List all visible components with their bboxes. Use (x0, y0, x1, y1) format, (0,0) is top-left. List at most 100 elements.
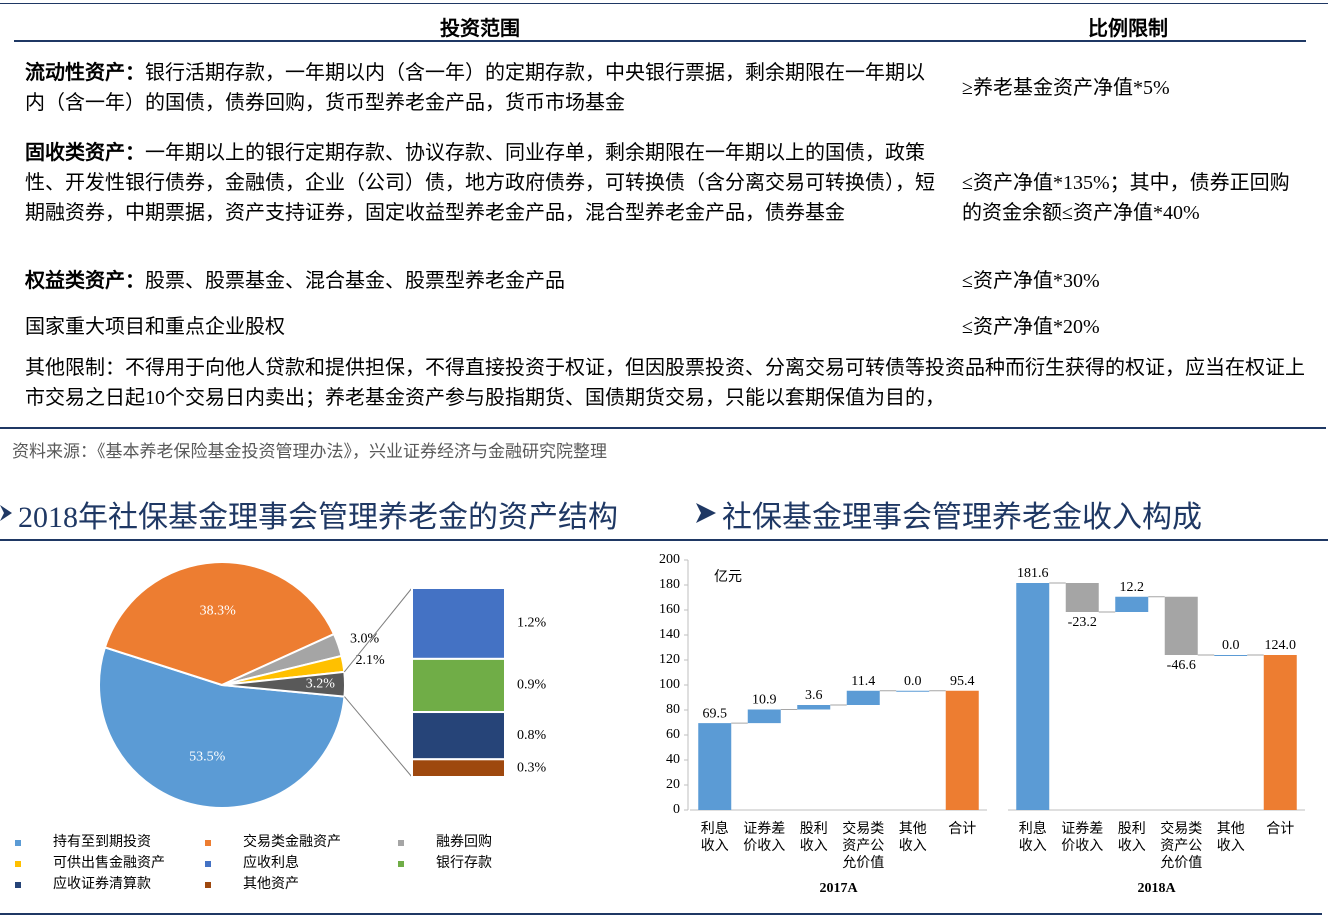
legend-marker (398, 861, 404, 867)
split-label: 0.8% (517, 728, 547, 743)
x-tick-label: 合计 (948, 821, 976, 837)
x-tick-label: 交易类资产公允价值 (842, 820, 884, 871)
split-label: 0.3% (517, 760, 547, 775)
value-label: 0.0 (904, 674, 922, 689)
bar (747, 709, 781, 724)
value-label: 181.6 (1017, 566, 1049, 581)
legend-marker (205, 861, 211, 867)
x-tick-label: 股利收入 (800, 821, 828, 854)
bar (1115, 596, 1149, 612)
value-label: 12.2 (1120, 580, 1145, 595)
bar (698, 723, 732, 810)
value-label: -46.6 (1167, 658, 1196, 673)
row-label: 权益类资产： (25, 270, 145, 292)
value-label: 124.0 (1265, 638, 1297, 653)
value-label: 3.6 (805, 688, 823, 703)
y-tick-label: 60 (666, 727, 680, 742)
y-tick-label: 20 (666, 777, 680, 792)
pie-label: 3.0% (350, 631, 380, 646)
legend-marker (398, 840, 404, 846)
y-axis-label: 亿元 (714, 569, 742, 585)
legend-marker (15, 861, 21, 867)
split-bar (411, 587, 506, 660)
y-tick-label: 40 (666, 752, 680, 767)
pie-label: 53.5% (189, 750, 226, 765)
split-bar (411, 657, 506, 714)
scope-cell: 权益类资产：股票、股票基金、混合基金、股票型养老金产品 (25, 266, 940, 296)
pie-label: 38.3% (200, 604, 237, 619)
split-label: 0.9% (517, 678, 547, 693)
section-title: 2018年社保基金理事会管理养老金的资产结构 (18, 501, 618, 534)
y-tick-label: 140 (659, 627, 680, 642)
bar (1214, 655, 1248, 656)
legend-label: 持有至到期投资 (53, 834, 151, 850)
panel-label: 2018A (1137, 881, 1176, 896)
section-arrow (0, 505, 12, 521)
legend-marker (15, 882, 21, 888)
x-tick-label: 证券差价收入 (743, 821, 785, 854)
x-tick-label: 其他收入 (899, 821, 927, 854)
bar (1065, 583, 1099, 612)
value-label: 10.9 (752, 693, 777, 708)
connector (343, 587, 413, 673)
scope-cell: 流动性资产：银行活期存款，一年期以内（含一年）的定期存款，中央银行票据，剩余期限… (25, 58, 940, 118)
y-tick-label: 80 (666, 702, 680, 717)
y-tick-label: 120 (659, 652, 680, 667)
split-bar (411, 758, 506, 778)
x-tick-label: 股利收入 (1118, 821, 1146, 854)
row-scope: 股票、股票基金、混合基金、股票型养老金产品 (145, 270, 565, 292)
legend-label: 融券回购 (436, 834, 492, 850)
header-cell: 比例限制 (1088, 18, 1168, 40)
pie-slice (221, 670, 346, 698)
x-tick-label: 利息收入 (701, 820, 729, 854)
limit-cell: ≤资产净值*30% (962, 270, 1100, 292)
legend-label: 银行存款 (436, 855, 492, 871)
bar (896, 690, 930, 692)
pie-slice (103, 561, 336, 687)
legend-label: 应收利息 (243, 854, 299, 871)
section-title: 社保基金理事会管理养老金收入构成 (722, 501, 1202, 534)
bar (1164, 596, 1198, 655)
panel-label: 2017A (819, 881, 858, 896)
value-label: 69.5 (703, 706, 728, 721)
legend-label: 交易类金融资产 (243, 833, 341, 850)
limit-cell: ≤资产净值*20% (962, 316, 1100, 338)
row-label: 流动性资产： (25, 62, 145, 84)
pie-label: 2.1% (356, 653, 386, 668)
row-scope: 银行活期存款，一年期以内（含一年）的定期存款，中央银行票据，剩余期限在一年期以内… (25, 62, 925, 114)
value-label: -23.2 (1068, 615, 1097, 630)
x-tick-label: 交易类资产公允价值 (1160, 820, 1202, 871)
legend-marker (205, 882, 211, 888)
x-tick-label: 证券差价收入 (1061, 821, 1103, 854)
row-scope: 一年期以上的银行定期存款、协议存款、同业存单，剩余期限在一年期以上的国债，政策性… (25, 142, 935, 224)
pie-label: 3.2% (306, 677, 336, 692)
rule (14, 40, 1306, 42)
legend-marker (205, 840, 211, 846)
y-tick-label: 0 (673, 802, 680, 817)
limit-cell: ≥养老基金资产净值*5% (962, 77, 1170, 99)
value-label: 95.4 (950, 674, 975, 689)
x-tick-label: 利息收入 (1019, 820, 1047, 854)
header-cell: 投资范围 (440, 18, 520, 40)
bar (846, 690, 880, 705)
row-label: 固收类资产： (25, 142, 145, 164)
y-tick-label: 180 (659, 577, 680, 592)
x-tick-label: 合计 (1266, 821, 1294, 837)
value-label: 0.0 (1222, 638, 1240, 653)
rule (0, 3, 1328, 4)
limit-cell: ≤资产净值*135%；其中，债券正回购的资金余额≤资产净值*40% (962, 172, 1290, 224)
rule (0, 427, 1326, 429)
legend-label: 可供出售金融资产 (53, 855, 165, 871)
bar (1016, 583, 1050, 810)
scope-cell: 固收类资产：一年期以上的银行定期存款、协议存款、同业存单，剩余期限在一年期以上的… (25, 138, 940, 228)
legend-marker (15, 840, 21, 846)
legend-label: 其他资产 (243, 876, 299, 892)
y-tick-label: 200 (659, 552, 680, 567)
rule (0, 913, 1322, 915)
legend-label: 应收证券清算款 (53, 875, 151, 892)
section-arrow (696, 503, 716, 523)
connector (344, 696, 413, 778)
source: 资料来源：《基本养老保险基金投资管理办法》，兴业证券经济与金融研究院整理 (12, 442, 607, 461)
